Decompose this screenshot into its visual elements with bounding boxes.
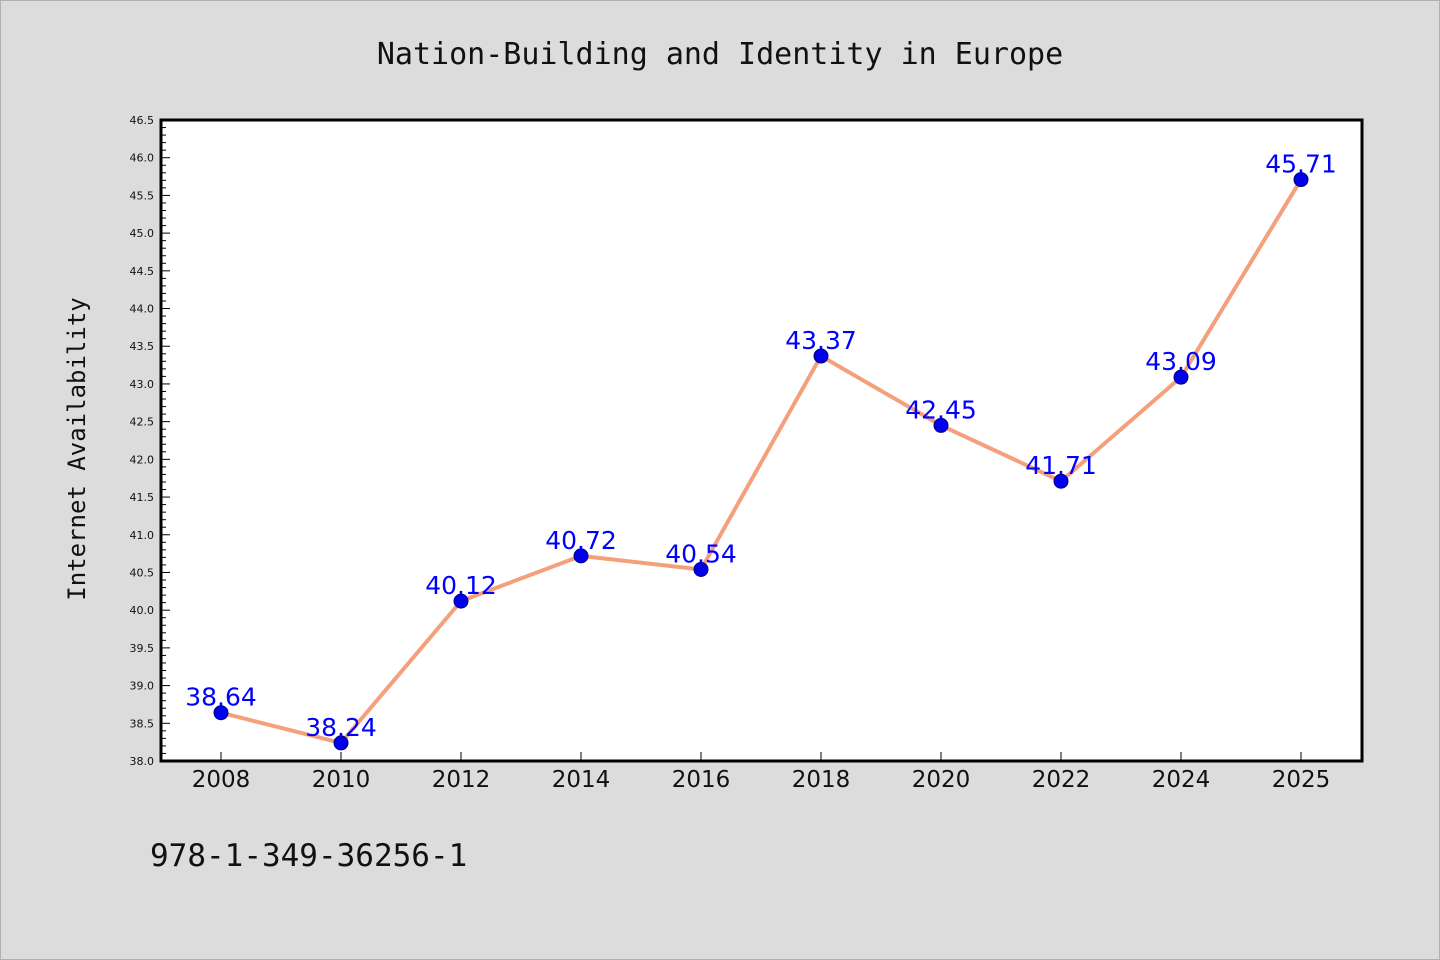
y-axis-label: Internet Availability	[63, 297, 91, 600]
data-label: 45.71	[1265, 150, 1337, 179]
y-tick-label: 42.5	[130, 416, 155, 429]
y-tick-label: 38.5	[130, 717, 155, 730]
data-label: 38.64	[185, 683, 257, 712]
x-tick-label: 2010	[312, 767, 371, 793]
data-point	[213, 705, 229, 721]
y-tick-label: 45.5	[130, 189, 155, 202]
x-tick-label: 2018	[792, 767, 851, 793]
y-tick-label: 42.0	[130, 453, 155, 466]
plot-frame	[159, 118, 1364, 763]
x-tick-label: 2016	[672, 767, 731, 793]
series-line	[220, 178, 1303, 745]
y-tick-label: 45.0	[130, 227, 155, 240]
y-tick-label: 44.5	[130, 265, 155, 278]
x-tick-label: 2014	[552, 767, 611, 793]
y-tick-label: 39.0	[130, 680, 155, 693]
y-tick-label: 44.0	[130, 303, 155, 316]
y-tick-labels: 38.0 38.5 39.0 39.5 40.0 40.5 41.0 41.5 42.0 42.5…	[130, 114, 155, 768]
data-label: 43.37	[785, 326, 857, 355]
y-tick-label: 38.0	[130, 755, 155, 768]
data-point	[453, 593, 469, 609]
data-point	[933, 417, 949, 433]
data-labels: 38.64 38.24 40.12 40.72 40.54 43.37 42.45 41.71…	[185, 150, 1337, 742]
data-points	[213, 172, 1309, 751]
y-tick-label: 40.0	[130, 604, 155, 617]
y-tick-label: 39.5	[130, 642, 155, 655]
data-point	[1173, 369, 1189, 385]
y-tick-label: 40.5	[130, 566, 155, 579]
data-point	[693, 561, 709, 577]
x-tick-label: 2012	[432, 767, 491, 793]
data-point	[333, 735, 349, 751]
data-label: 38.24	[305, 713, 377, 742]
y-tick-label: 46.0	[130, 152, 155, 165]
y-tick-label: 46.5	[130, 114, 155, 127]
data-label: 41.71	[1025, 451, 1097, 480]
data-point	[813, 348, 829, 364]
x-tick-labels: 2008 2010 2012 2014 2016 2018 2020 2022 2024 2025	[192, 767, 1331, 793]
data-point	[1293, 172, 1309, 188]
y-tick-label: 43.5	[130, 340, 155, 353]
x-tick-label: 2020	[912, 767, 971, 793]
x-tick-label: 2022	[1032, 767, 1091, 793]
y-tick-label: 43.0	[130, 378, 155, 391]
data-label: 43.09	[1145, 347, 1217, 376]
isbn-footnote: 978-1-349-36256-1	[150, 838, 467, 874]
x-tick-label: 2008	[192, 767, 251, 793]
data-label: 42.45	[905, 395, 977, 424]
data-label: 40.72	[545, 526, 617, 555]
x-tick-label: 2024	[1152, 767, 1211, 793]
data-point	[1053, 473, 1069, 489]
series-line-layer	[220, 178, 1303, 745]
data-label: 40.54	[665, 539, 737, 568]
data-label: 40.12	[425, 571, 497, 600]
x-tick-label: 2025	[1272, 767, 1331, 793]
plot-area	[161, 120, 1362, 761]
y-tick-label: 41.5	[130, 491, 155, 504]
data-point	[573, 548, 589, 564]
y-tick-label: 41.0	[130, 529, 155, 542]
chart-title: Nation-Building and Identity in Europe	[377, 37, 1063, 72]
